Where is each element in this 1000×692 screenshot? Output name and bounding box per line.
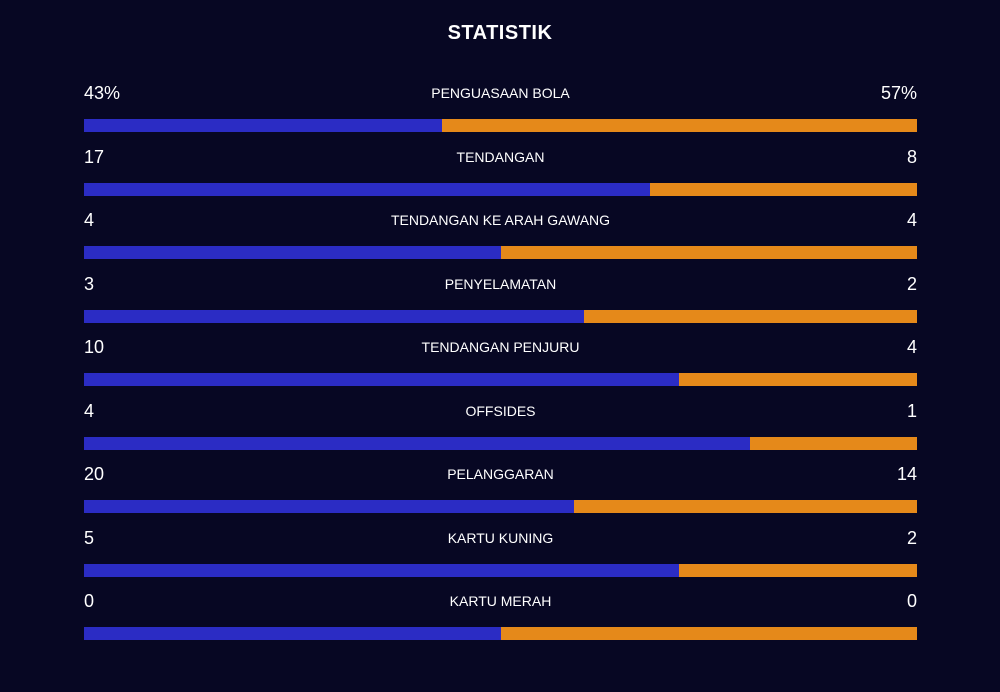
stats-title: STATISTIK — [447, 22, 553, 44]
comparison-bar — [84, 500, 917, 513]
home-value: 5 — [84, 527, 95, 548]
away-bar-fill — [650, 182, 917, 196]
away-bar-fill — [500, 627, 917, 640]
home-value: 10 — [84, 337, 105, 357]
stat-label: TENDANGAN KE ARAH GAWANG — [390, 212, 611, 228]
home-value: 3 — [84, 273, 95, 294]
home-bar-fill — [84, 563, 679, 577]
comparison-bar — [84, 436, 917, 450]
stat-label: KARTU MERAH — [449, 593, 552, 609]
stat-label: TENDANGAN — [456, 148, 545, 165]
away-value: 8 — [906, 146, 917, 167]
stat-label: OFFSIDES — [465, 402, 536, 419]
stat-label: PENGUASAAN BOLA — [431, 85, 570, 101]
away-value: 57% — [880, 83, 917, 103]
home-bar-fill — [84, 500, 574, 513]
stat-label: PENYELAMATAN — [444, 275, 557, 292]
home-value: 20 — [84, 464, 105, 484]
away-value: 4 — [906, 337, 917, 357]
comparison-bar — [84, 246, 917, 259]
comparison-bar — [84, 373, 917, 386]
comparison-bar — [84, 563, 917, 577]
away-bar-fill — [678, 563, 917, 577]
away-value: 0 — [906, 591, 917, 611]
away-bar-fill — [442, 119, 917, 132]
comparison-bar — [84, 182, 917, 196]
home-bar-fill — [84, 182, 651, 196]
away-value: 2 — [906, 273, 917, 294]
away-bar-fill — [500, 246, 917, 259]
home-bar-fill — [84, 309, 584, 323]
comparison-bar — [84, 119, 917, 132]
away-value: 1 — [906, 400, 917, 421]
away-value: 4 — [906, 210, 917, 230]
away-bar-fill — [750, 436, 917, 450]
home-bar-fill — [84, 246, 501, 259]
stat-row-possession: 43% PENGUASAAN BOLA 57% — [84, 81, 917, 145]
stat-label: PELANGGARAN — [447, 466, 554, 482]
stat-row-fouls: 20 PELANGGARAN 14 — [84, 462, 917, 526]
home-bar-fill — [84, 627, 501, 640]
stat-row-saves: 3 PENYELAMATAN 2 — [84, 272, 917, 336]
home-value: 43% — [84, 83, 121, 103]
comparison-bar — [84, 627, 917, 640]
home-value: 4 — [84, 210, 95, 230]
home-bar-fill — [84, 373, 679, 386]
away-bar-fill — [583, 309, 917, 323]
away-bar-fill — [678, 373, 917, 386]
home-value: 0 — [84, 591, 95, 611]
stat-row-shots-on-target: 4 TENDANGAN KE ARAH GAWANG 4 — [84, 208, 917, 272]
home-value: 4 — [84, 400, 95, 421]
stat-row-shots: 17 TENDANGAN 8 — [84, 145, 917, 209]
stat-label: TENDANGAN PENJURU — [421, 339, 580, 355]
away-value: 2 — [906, 527, 917, 548]
home-bar-fill — [84, 119, 443, 132]
comparison-bar — [84, 309, 917, 323]
away-bar-fill — [573, 500, 917, 513]
stat-label: KARTU KUNING — [447, 529, 554, 546]
home-bar-fill — [84, 436, 751, 450]
away-value: 14 — [896, 464, 917, 484]
home-value: 17 — [84, 146, 105, 167]
stat-row-offsides: 4 OFFSIDES 1 — [84, 399, 917, 463]
stat-row-corners: 10 TENDANGAN PENJURU 4 — [84, 335, 917, 399]
stats-list: 43% PENGUASAAN BOLA 57% 17 TENDANGAN 8 4… — [84, 81, 917, 653]
stat-row-yellow-cards: 5 KARTU KUNING 2 — [84, 526, 917, 590]
stat-row-red-cards: 0 KARTU MERAH 0 — [84, 589, 917, 653]
